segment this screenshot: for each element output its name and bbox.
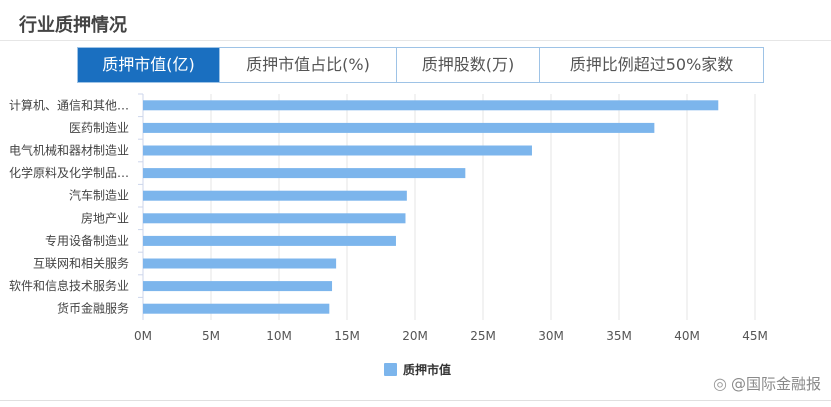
bar <box>143 190 407 201</box>
x-tick-label: 35M <box>606 329 632 343</box>
tab-pledge-market-value[interactable]: 质押市值(亿) <box>78 48 220 82</box>
weibo-icon: ◎ <box>713 374 727 393</box>
tab-over-50-percent-count[interactable]: 质押比例超过50%家数 <box>540 48 763 82</box>
bar <box>143 213 406 224</box>
category-label: 电气机械和器材制造业 <box>9 143 129 158</box>
category-label: 汽车制造业 <box>69 188 129 203</box>
category-label: 软件和信息技术服务业 <box>9 278 129 293</box>
watermark-text: @国际金融报 <box>730 375 821 393</box>
tab-pledge-market-value-ratio[interactable]: 质押市值占比(%) <box>220 48 397 82</box>
bar <box>143 258 337 269</box>
bar <box>143 145 532 156</box>
x-tick-label: 25M <box>470 329 496 343</box>
x-tick-label: 10M <box>266 329 292 343</box>
title-bar: 行业质押情况 <box>0 0 831 41</box>
bar <box>143 100 719 111</box>
x-tick-label: 5M <box>202 329 220 343</box>
category-label: 计算机、通信和其他… <box>9 97 129 112</box>
bar <box>143 122 655 133</box>
legend-swatch <box>384 363 397 376</box>
category-label: 化学原料及化学制品… <box>9 165 129 180</box>
tab-pledged-shares[interactable]: 质押股数(万) <box>397 48 540 82</box>
x-tick-label: 15M <box>334 329 360 343</box>
x-tick-label: 20M <box>402 329 428 343</box>
bar <box>143 235 396 246</box>
category-label: 专用设备制造业 <box>45 233 129 248</box>
x-tick-label: 0M <box>134 329 152 343</box>
x-tick-label: 30M <box>538 329 564 343</box>
tab-bar: 质押市值(亿) 质押市值占比(%) 质押股数(万) 质押比例超过50%家数 <box>77 47 764 83</box>
category-label: 货币金融服务 <box>57 301 129 316</box>
bar <box>143 303 330 314</box>
watermark: ◎ @国际金融报 <box>713 373 821 394</box>
x-tick-label: 40M <box>674 329 700 343</box>
bar <box>143 168 466 179</box>
bottom-divider <box>0 400 831 401</box>
bar <box>143 281 333 292</box>
bar-chart: 0M 5M 10M 15M 20M 25M 30M 35M 40M 45M 计算机、通信和其他… 医药… <box>9 93 768 377</box>
category-label: 医药制造业 <box>69 121 129 135</box>
x-tick-label: 45M <box>742 329 768 343</box>
legend-label: 质押市值 <box>403 362 451 377</box>
page-title: 行业质押情况 <box>19 15 127 36</box>
category-label: 互联网和相关服务 <box>33 256 129 271</box>
category-label: 房地产业 <box>81 210 129 225</box>
